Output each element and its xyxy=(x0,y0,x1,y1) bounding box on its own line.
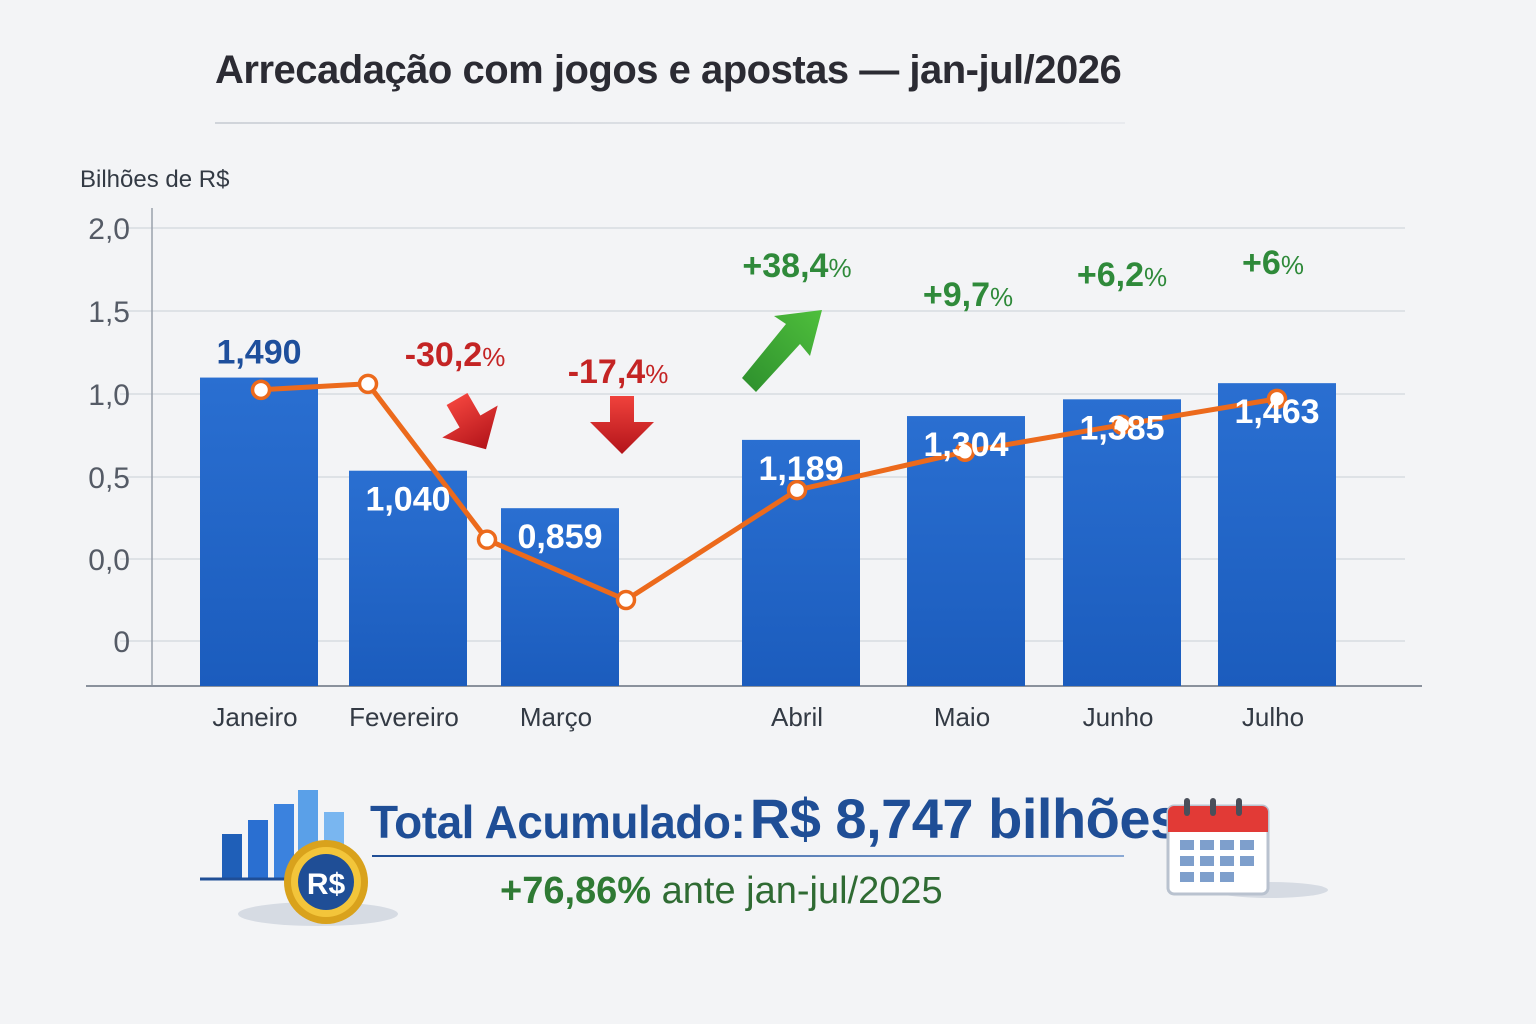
y-tick-label: 2,0 xyxy=(88,213,130,246)
x-tick-label: Março xyxy=(520,702,592,732)
total-value: R$ 8,747 bilhões xyxy=(749,787,1181,850)
change-label-julho: +6% xyxy=(1242,244,1304,282)
y-tick-label: 0 xyxy=(113,626,130,659)
total-accumulated: Total Acumulado: R$ 8,747 bilhões xyxy=(370,786,1181,851)
bar-value-label: 1,490 xyxy=(216,334,301,372)
y-tick-label: 0,5 xyxy=(88,462,130,495)
bar-value-label: 1,189 xyxy=(758,450,843,488)
line-point xyxy=(615,589,637,611)
bar-value-label: 1,040 xyxy=(365,481,450,519)
change-label-março: -17,4% xyxy=(568,353,669,391)
bar-março xyxy=(501,508,619,686)
growth-pct: +76,86% xyxy=(500,870,652,912)
change-label-fevereiro: -30,2% xyxy=(405,336,506,374)
bar-value-label: 1,385 xyxy=(1079,409,1164,447)
calendar-icon xyxy=(1166,798,1328,898)
growth-text: +76,86% ante jan-jul/2025 xyxy=(500,870,943,913)
line-point xyxy=(954,441,976,463)
x-tick-label: Maio xyxy=(934,702,990,732)
x-tick-label: Abril xyxy=(771,702,823,732)
total-label: Total Acumulado: xyxy=(370,796,746,848)
bar-value-label: 1,304 xyxy=(923,426,1008,464)
bar-julho xyxy=(1218,383,1336,686)
down-arrow-icon xyxy=(442,393,498,450)
change-label-abril: +38,4% xyxy=(742,247,851,285)
y-axis-label: Bilhões de R$ xyxy=(80,166,230,193)
bar-value-label: 0,859 xyxy=(517,518,602,556)
line-point xyxy=(476,529,498,550)
line-point xyxy=(1111,414,1133,436)
bar-chart-coin-icon: R$ xyxy=(200,790,398,926)
y-tick-label: 1,0 xyxy=(88,379,130,412)
y-tick-label: 1,5 xyxy=(88,296,130,329)
change-label-maio: +9,7% xyxy=(923,276,1013,314)
y-tick-label: 0,0 xyxy=(88,544,130,577)
line-point xyxy=(250,379,272,401)
total-divider xyxy=(372,855,1124,857)
down-arrow-icon xyxy=(590,396,654,454)
growth-rest: ante jan-jul/2025 xyxy=(651,870,943,912)
up-arrow-icon xyxy=(742,310,822,392)
x-tick-label: Junho xyxy=(1083,702,1154,732)
line-point xyxy=(357,373,379,395)
line-point xyxy=(786,479,808,501)
line-point xyxy=(1266,388,1288,410)
trend-line xyxy=(260,381,1278,603)
x-tick-label: Julho xyxy=(1242,702,1304,732)
title-divider xyxy=(215,122,1125,124)
x-tick-label: Fevereiro xyxy=(349,702,459,732)
x-tick-label: Janeiro xyxy=(212,702,297,732)
coin-text: R$ xyxy=(307,868,346,901)
bar-janeiro xyxy=(200,377,318,686)
bar-line-chart: 2,0 1,5 1,0 0,5 0,0 0 1,490 1,040 0,859 1,189 1,3… xyxy=(86,208,1422,732)
bar-junho xyxy=(1063,399,1181,686)
chart-title: Arrecadação com jogos e apostas — jan-ju… xyxy=(215,48,1122,92)
change-label-junho: +6,2% xyxy=(1077,256,1167,294)
bar-value-label: 1,463 xyxy=(1234,393,1319,431)
bar-fevereiro xyxy=(349,470,467,686)
